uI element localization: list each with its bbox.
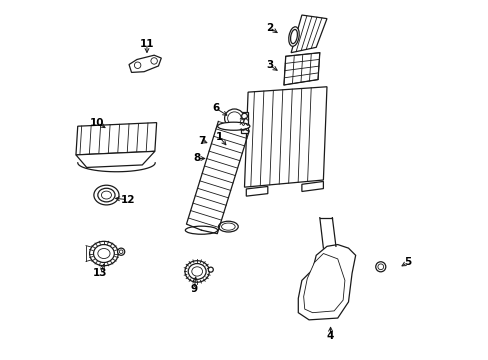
Text: 3: 3 (265, 60, 273, 70)
Ellipse shape (94, 185, 119, 205)
Polygon shape (303, 253, 344, 313)
Ellipse shape (98, 248, 110, 258)
Text: 4: 4 (326, 331, 334, 341)
Circle shape (208, 267, 213, 272)
Text: 8: 8 (193, 153, 201, 163)
Circle shape (117, 248, 124, 255)
Text: 12: 12 (121, 195, 135, 205)
Circle shape (377, 264, 383, 270)
Polygon shape (244, 87, 326, 187)
Polygon shape (76, 151, 155, 167)
Polygon shape (298, 244, 355, 320)
Polygon shape (76, 123, 156, 155)
Text: 9: 9 (190, 284, 198, 294)
Ellipse shape (227, 112, 241, 125)
Ellipse shape (184, 261, 209, 282)
Text: 6: 6 (212, 103, 219, 113)
Ellipse shape (185, 226, 217, 234)
Circle shape (134, 62, 141, 68)
Text: 11: 11 (140, 39, 154, 49)
Text: 10: 10 (90, 118, 104, 128)
Circle shape (375, 262, 385, 272)
Text: 5: 5 (403, 257, 410, 267)
Circle shape (241, 113, 247, 119)
Ellipse shape (217, 122, 249, 130)
Ellipse shape (290, 30, 297, 44)
Text: 1: 1 (215, 132, 223, 142)
Polygon shape (290, 15, 326, 53)
Ellipse shape (288, 27, 299, 46)
Ellipse shape (218, 221, 238, 232)
Ellipse shape (93, 244, 114, 262)
Text: 13: 13 (93, 268, 107, 278)
Ellipse shape (101, 191, 111, 199)
Ellipse shape (221, 223, 235, 230)
Polygon shape (246, 186, 267, 196)
Ellipse shape (224, 109, 244, 128)
Text: 7: 7 (197, 136, 205, 145)
Polygon shape (284, 53, 319, 85)
Circle shape (119, 250, 122, 253)
Ellipse shape (188, 264, 206, 279)
Polygon shape (301, 181, 323, 192)
Circle shape (151, 58, 157, 64)
Ellipse shape (98, 188, 115, 202)
Ellipse shape (191, 267, 202, 276)
Text: 2: 2 (265, 23, 273, 33)
Ellipse shape (89, 241, 118, 266)
Polygon shape (129, 55, 161, 72)
Polygon shape (241, 112, 247, 134)
